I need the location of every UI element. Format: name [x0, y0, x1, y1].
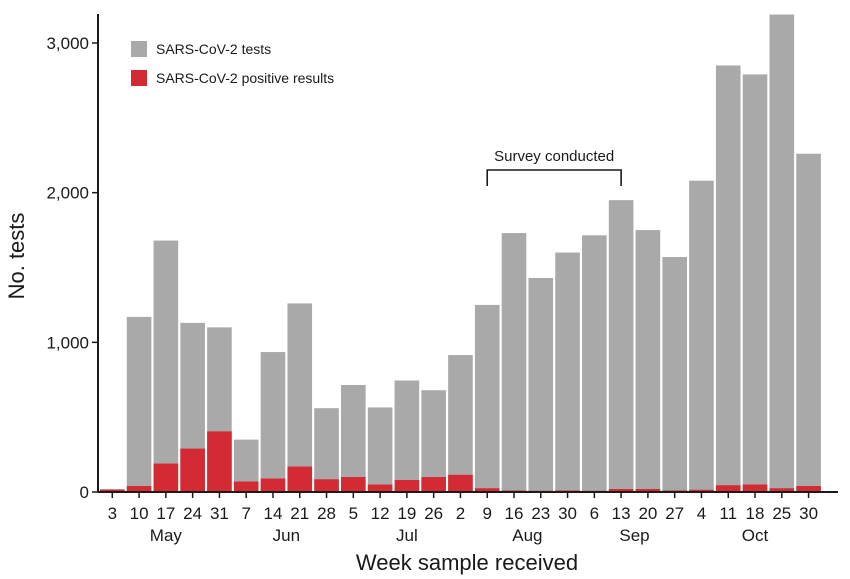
bar-positive-25	[769, 488, 795, 492]
bar-tests-13	[448, 355, 473, 492]
x-tick-label: 17	[156, 504, 175, 523]
x-tick-label: 16	[505, 504, 524, 523]
x-tick-label: 11	[719, 504, 737, 523]
legend-swatch-positive	[131, 70, 147, 86]
x-tick-label: 12	[371, 504, 390, 523]
bar-tests-24	[742, 74, 768, 493]
month-label: Jul	[396, 526, 418, 545]
bar-positive-19	[608, 489, 634, 492]
bar-tests-25	[769, 14, 795, 493]
x-tick-label: 31	[210, 504, 229, 523]
bars-layer	[100, 14, 821, 493]
x-tick-label: 28	[317, 504, 336, 523]
bar-positive-14	[474, 488, 500, 492]
bar-positive-24	[742, 484, 768, 492]
bar-positive-22	[689, 489, 714, 492]
bar-positive-0	[100, 489, 125, 492]
bar-tests-1	[126, 316, 152, 492]
bar-positive-11	[394, 480, 420, 492]
month-label: Sep	[619, 526, 649, 545]
x-tick-label: 23	[531, 504, 550, 523]
bar-positive-26	[796, 486, 821, 492]
x-tick-label: 9	[482, 504, 491, 523]
bar-tests-17	[555, 252, 580, 492]
axes	[92, 14, 838, 498]
bar-positive-12	[421, 477, 446, 492]
bar-tests-26	[796, 153, 821, 492]
bar-positive-4	[207, 431, 232, 492]
bar-tests-19	[608, 200, 634, 492]
x-tick-label: 13	[612, 504, 631, 523]
bar-tests-10	[367, 407, 393, 492]
legend: SARS-CoV-2 tests SARS-CoV-2 positive res…	[131, 41, 334, 86]
bar-positive-8	[314, 479, 339, 492]
bar-positive-9	[341, 477, 366, 492]
y-tick-label: 3,000	[46, 34, 89, 53]
legend-swatch-tests	[131, 41, 147, 57]
bar-positive-23	[715, 485, 741, 492]
x-tick-label: 26	[424, 504, 443, 523]
bar-positive-20	[635, 489, 661, 492]
bar-tests-15	[501, 233, 527, 492]
x-tick-label: 6	[590, 504, 599, 523]
bar-tests-6	[260, 352, 286, 492]
x-tick-label: 19	[397, 504, 416, 523]
bar-positive-5	[233, 481, 259, 492]
x-tick-label: 30	[558, 504, 577, 523]
x-tick-label: 4	[697, 504, 706, 523]
x-tick-label: 14	[264, 504, 283, 523]
bar-positive-7	[287, 466, 313, 492]
bar-tests-20	[635, 230, 661, 493]
bar-tests-11	[394, 380, 420, 492]
x-tick-label: 20	[638, 504, 657, 523]
month-label: Jun	[273, 526, 300, 545]
bar-tests-18	[582, 235, 607, 493]
x-tick-label: 25	[772, 504, 791, 523]
bar-positive-2	[153, 463, 179, 492]
y-tick-label: 2,000	[46, 184, 89, 203]
legend-label-tests: SARS-CoV-2 tests	[156, 41, 271, 57]
bar-tests-21	[662, 257, 687, 492]
x-tick-label: 2	[456, 504, 465, 523]
month-label: Aug	[512, 526, 542, 545]
x-tick-label: 18	[746, 504, 765, 523]
bar-tests-16	[528, 277, 554, 492]
bar-tests-2	[153, 240, 179, 492]
x-tick-label: 7	[241, 504, 250, 523]
y-tick-label: 1,000	[46, 333, 89, 352]
y-tick-label: 0	[80, 483, 89, 502]
bar-positive-6	[260, 478, 286, 492]
x-tick-label: 5	[349, 504, 358, 523]
bar-positive-1	[126, 486, 152, 492]
bar-positive-13	[448, 474, 473, 492]
legend-label-positive: SARS-CoV-2 positive results	[156, 70, 334, 86]
month-label: May	[150, 526, 183, 545]
bar-tests-14	[474, 304, 500, 492]
bar-tests-9	[341, 384, 366, 492]
survey-annotation: Survey conducted	[486, 148, 622, 186]
bar-tests-7	[287, 303, 313, 492]
survey-bracket	[486, 169, 622, 186]
x-tick-label: 21	[290, 504, 309, 523]
x-tick-label: 27	[665, 504, 684, 523]
bar-tests-23	[715, 65, 741, 492]
bar-positive-3	[180, 448, 205, 492]
x-tick-label: 24	[183, 504, 202, 523]
bar-tests-12	[421, 390, 446, 492]
bar-positive-10	[367, 484, 393, 492]
bar-tests-22	[689, 180, 714, 492]
y-axis-title: No. tests	[4, 213, 29, 300]
x-tick-label: 3	[108, 504, 117, 523]
bar-tests-8	[314, 408, 339, 492]
month-label: Oct	[742, 526, 769, 545]
x-tick-label: 10	[130, 504, 149, 523]
x-tick-label: 30	[799, 504, 818, 523]
x-axis-title: Week sample received	[356, 550, 578, 575]
survey-label: Survey conducted	[494, 148, 614, 165]
